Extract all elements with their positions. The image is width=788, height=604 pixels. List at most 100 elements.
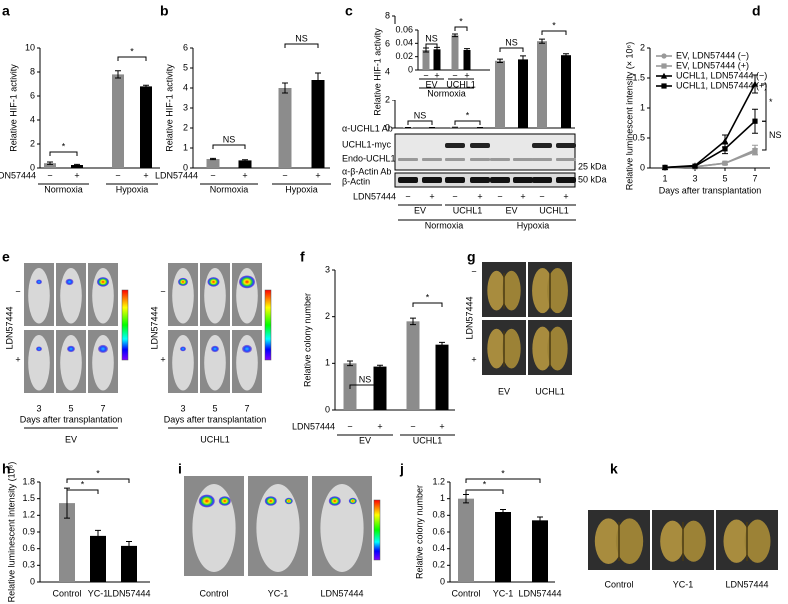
error-bar bbox=[377, 364, 383, 369]
group-label: Normoxia bbox=[427, 88, 466, 98]
group-label: EV bbox=[498, 386, 510, 396]
bar bbox=[422, 50, 430, 70]
point bbox=[752, 149, 758, 155]
significance-bracket bbox=[465, 489, 504, 494]
day-label: 7 bbox=[244, 403, 249, 413]
panel-label: e bbox=[2, 249, 10, 265]
significance-bracket bbox=[407, 120, 433, 125]
legend-label: EV, LDN57444 (−) bbox=[676, 50, 749, 60]
mouse bbox=[172, 335, 194, 391]
series-line bbox=[664, 83, 756, 169]
bar bbox=[458, 498, 474, 582]
treatment-label: LDN57444 bbox=[155, 170, 198, 180]
y-tick-label: 0.9 bbox=[22, 526, 35, 536]
significance-label: * bbox=[459, 16, 463, 26]
bar bbox=[537, 41, 547, 129]
category-label: Control bbox=[451, 588, 480, 598]
y-tick-label: 0.4 bbox=[432, 543, 445, 553]
row-label: + bbox=[15, 354, 20, 364]
band bbox=[445, 177, 465, 183]
panel-label: i bbox=[178, 461, 182, 477]
group-label: UCHL1 bbox=[535, 386, 565, 396]
category-label: + bbox=[439, 421, 444, 431]
y-tick-label: 8 bbox=[30, 66, 35, 76]
significance-label: * bbox=[96, 468, 100, 478]
mouse bbox=[28, 335, 50, 391]
category-label: + bbox=[477, 191, 482, 201]
row-label: + bbox=[471, 354, 476, 364]
color-scale bbox=[121, 289, 129, 361]
bar bbox=[90, 535, 106, 582]
y-tick-label: 10 bbox=[25, 42, 35, 52]
mouse bbox=[28, 268, 50, 324]
subgroup-label: EV bbox=[414, 205, 426, 215]
y-tick-label: 1 bbox=[325, 358, 330, 368]
band bbox=[398, 177, 418, 183]
bar bbox=[495, 60, 505, 128]
band bbox=[532, 158, 552, 161]
error-bar bbox=[47, 161, 53, 165]
image-label: LDN57444 bbox=[725, 579, 768, 589]
y-tick-label: 4 bbox=[183, 82, 188, 92]
mouse bbox=[204, 335, 226, 391]
significance-bracket bbox=[499, 47, 524, 52]
band bbox=[445, 158, 465, 161]
y-tick-label: 5 bbox=[183, 62, 188, 72]
y-axis-label: Relative colony number bbox=[302, 293, 312, 387]
band bbox=[556, 158, 576, 161]
y-tick-label: 0.3 bbox=[22, 560, 35, 570]
blot-marker: 25 kDa bbox=[578, 161, 607, 171]
point bbox=[721, 137, 729, 144]
lung-lobe bbox=[532, 326, 553, 371]
significance-bracket bbox=[66, 478, 130, 483]
row-label: − bbox=[471, 266, 476, 276]
error-bar bbox=[74, 163, 80, 167]
signal bbox=[239, 275, 255, 289]
y-axis-label: Relative HIF-1 activity bbox=[372, 28, 382, 116]
significance-bracket bbox=[762, 120, 767, 151]
lung-lobe bbox=[660, 520, 685, 562]
image-label: LDN57444 bbox=[320, 588, 363, 598]
signal bbox=[180, 346, 186, 352]
error-bar bbox=[439, 341, 445, 348]
treatment-label: LDN57444 bbox=[292, 421, 335, 431]
error-bar bbox=[537, 516, 543, 525]
row-label: + bbox=[160, 354, 165, 364]
signal bbox=[348, 497, 357, 505]
category-label: + bbox=[242, 170, 247, 180]
signal bbox=[328, 496, 341, 506]
category-label: − bbox=[405, 191, 410, 201]
point bbox=[751, 80, 759, 87]
category-label: YC-1 bbox=[88, 588, 109, 598]
lung-lobe bbox=[547, 326, 568, 371]
x-tick-label: 7 bbox=[752, 173, 757, 183]
error-bar bbox=[463, 494, 469, 504]
color-scale bbox=[373, 499, 381, 561]
legend-marker bbox=[661, 83, 667, 89]
error-bar bbox=[115, 70, 121, 79]
band bbox=[422, 158, 442, 161]
lung-lobe bbox=[502, 270, 521, 311]
y-tick-label: 0 bbox=[640, 162, 645, 172]
y-tick-label: 2 bbox=[325, 311, 330, 321]
band bbox=[490, 177, 510, 183]
y-tick-label: 3 bbox=[183, 102, 188, 112]
error-bar bbox=[464, 48, 470, 52]
category-label: YC-1 bbox=[493, 588, 514, 598]
category-label: − bbox=[282, 170, 287, 180]
lung-lobe bbox=[502, 328, 521, 369]
day-label: 3 bbox=[36, 403, 41, 413]
x-axis-label: Days after transplantation bbox=[659, 185, 762, 195]
y-tick-label: 0 bbox=[408, 64, 413, 74]
category-label: − bbox=[539, 191, 544, 201]
signal bbox=[207, 277, 220, 287]
legend-label: UCHL1, LDN57444 (−) bbox=[676, 70, 767, 80]
significance-label: * bbox=[81, 479, 85, 489]
significance-bracket bbox=[349, 384, 381, 389]
bar bbox=[112, 74, 124, 168]
error-bar bbox=[563, 53, 569, 58]
y-tick-label: 0 bbox=[30, 162, 35, 172]
group-label: Hypoxia bbox=[116, 184, 149, 194]
bar bbox=[278, 88, 292, 168]
